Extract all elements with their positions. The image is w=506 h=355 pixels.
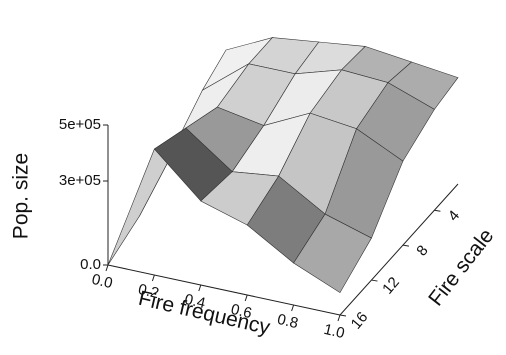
x-axis-line (107, 264, 341, 316)
surface (107, 37, 459, 294)
x-tick-label: 0.0 (90, 271, 114, 292)
x-tick-label: 0.4 (183, 291, 207, 312)
y-tick (434, 209, 441, 212)
x-tick-label: 0.6 (229, 301, 253, 322)
x-tick (151, 274, 155, 282)
z-tick-label: 5e+05 (59, 116, 101, 133)
y-tick-label: 8 (413, 242, 431, 259)
y-axis-line (339, 183, 459, 316)
y-tick (371, 279, 378, 282)
y-axis-label: Fire scale (424, 224, 498, 310)
x-tick (337, 314, 341, 322)
y-tick (339, 314, 347, 317)
x-tick-label: 0.8 (276, 311, 300, 332)
surface-patch (293, 213, 372, 294)
x-tick (244, 294, 248, 302)
y-tick (402, 244, 410, 247)
z-tick-label: 3e+05 (59, 172, 101, 189)
z-axis-label: Pop. size (10, 153, 33, 239)
x-tick (291, 304, 295, 312)
x-tick-label: 0.2 (136, 281, 160, 302)
y-tick-label: 12 (379, 274, 403, 298)
y-tick-label: 4 (445, 207, 463, 224)
x-tick-label: 1.0 (322, 321, 346, 342)
y-tick-label: 16 (348, 309, 372, 333)
z-tick-label: 0.0 (80, 256, 101, 273)
x-tick (105, 264, 109, 272)
x-tick (198, 284, 202, 292)
